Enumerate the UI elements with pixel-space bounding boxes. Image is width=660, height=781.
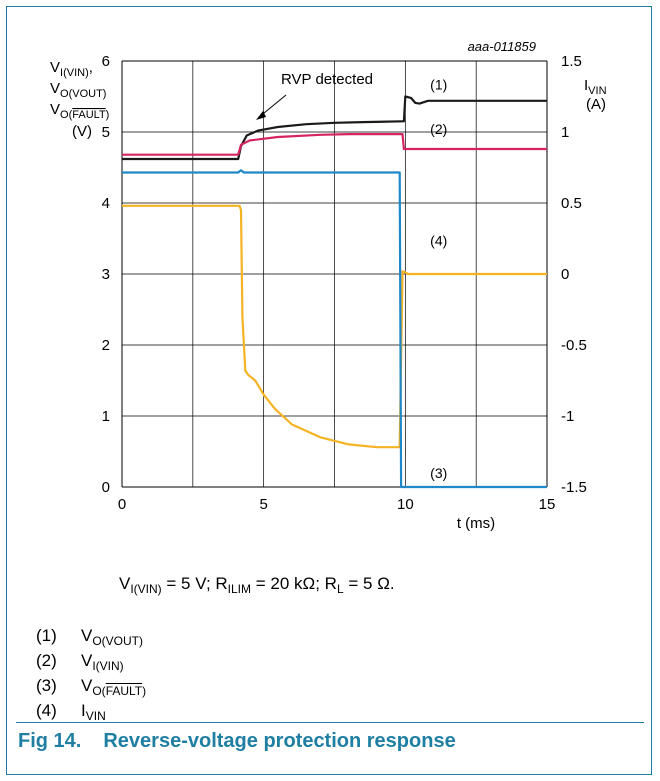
y-left-label: VI(VIN), VO(VOUT) VO(FAULT) (V) <box>50 59 109 140</box>
series-labels: (1) (2) (3) (4) <box>430 76 447 480</box>
legend-item-2: (2) VI(VIN) <box>36 651 124 673</box>
figure-title: Fig 14. Reverse-voltage protection respon… <box>18 730 456 752</box>
figure-ref: aaa-011859 <box>468 39 536 54</box>
legend-item-3: (3) VO(FAULT) <box>36 676 147 698</box>
series-label-4: (4) <box>430 233 447 249</box>
svg-text:IVIN: IVIN <box>584 77 607 97</box>
y-left-tick-label: 5 <box>102 124 110 141</box>
x-tick-label: 0 <box>118 496 126 513</box>
rvp-annotation: RVP detected <box>256 71 373 120</box>
y-left-tick-label: 6 <box>102 53 110 70</box>
tick-labels: 0 5 10 15 0 1 2 3 4 5 6 -1.5 -1 -0.5 0 0.5 1 1.5 <box>102 53 587 513</box>
y-right-label: IVIN (A) <box>584 77 607 113</box>
y-left-tick-label: 1 <box>102 408 110 425</box>
series-line-1 <box>122 95 547 161</box>
svg-text:VO(VOUT): VO(VOUT) <box>50 80 106 100</box>
y-right-tick-label: -1.5 <box>561 479 587 496</box>
y-left-tick-label: 3 <box>102 266 110 283</box>
series-label-1: (1) <box>430 76 447 92</box>
svg-text:(A): (A) <box>586 96 606 113</box>
caption-rule <box>16 722 644 723</box>
grid <box>121 60 548 488</box>
x-tick-label: 5 <box>259 496 267 513</box>
series-label-2: (2) <box>430 121 447 137</box>
series-line-2 <box>122 133 547 156</box>
y-right-tick-label: 1 <box>561 124 569 141</box>
y-right-tick-label: 0.5 <box>561 195 582 212</box>
svg-text:VO(FAULT): VO(FAULT) <box>50 101 109 121</box>
y-right-tick-label: 1.5 <box>561 53 582 70</box>
x-tick-label: 10 <box>397 496 414 513</box>
y-left-tick-label: 2 <box>102 337 110 354</box>
y-right-tick-label: -1 <box>561 408 574 425</box>
y-right-tick-label: 0 <box>561 266 569 283</box>
annotation-text: RVP detected <box>281 71 373 88</box>
series-label-3: (3) <box>430 465 447 481</box>
legend-item-4: (4) IVIN <box>36 701 106 723</box>
legend-item-1: (1) VO(VOUT) <box>36 626 144 648</box>
y-left-tick-label: 4 <box>102 195 110 212</box>
y-right-tick-label: -0.5 <box>561 337 587 354</box>
figure-frame <box>6 6 652 775</box>
series-line-3 <box>122 169 547 489</box>
svg-text:(V): (V) <box>72 123 92 140</box>
y-left-tick-label: 0 <box>102 479 110 496</box>
svg-text:VI(VIN),: VI(VIN), <box>50 59 93 79</box>
series-group <box>122 95 547 489</box>
chart: 0 5 10 15 0 1 2 3 4 5 6 -1.5 -1 -0.5 0 0.5 1 1.5 (1) (2) (3… <box>50 39 607 532</box>
annotation-arrowhead <box>256 111 266 120</box>
test-conditions: VI(VIN) = 5 V; RILIM = 20 kΩ; RL = 5 Ω. <box>119 574 395 596</box>
x-tick-label: 15 <box>539 496 556 513</box>
x-axis-label: t (ms) <box>457 515 495 532</box>
